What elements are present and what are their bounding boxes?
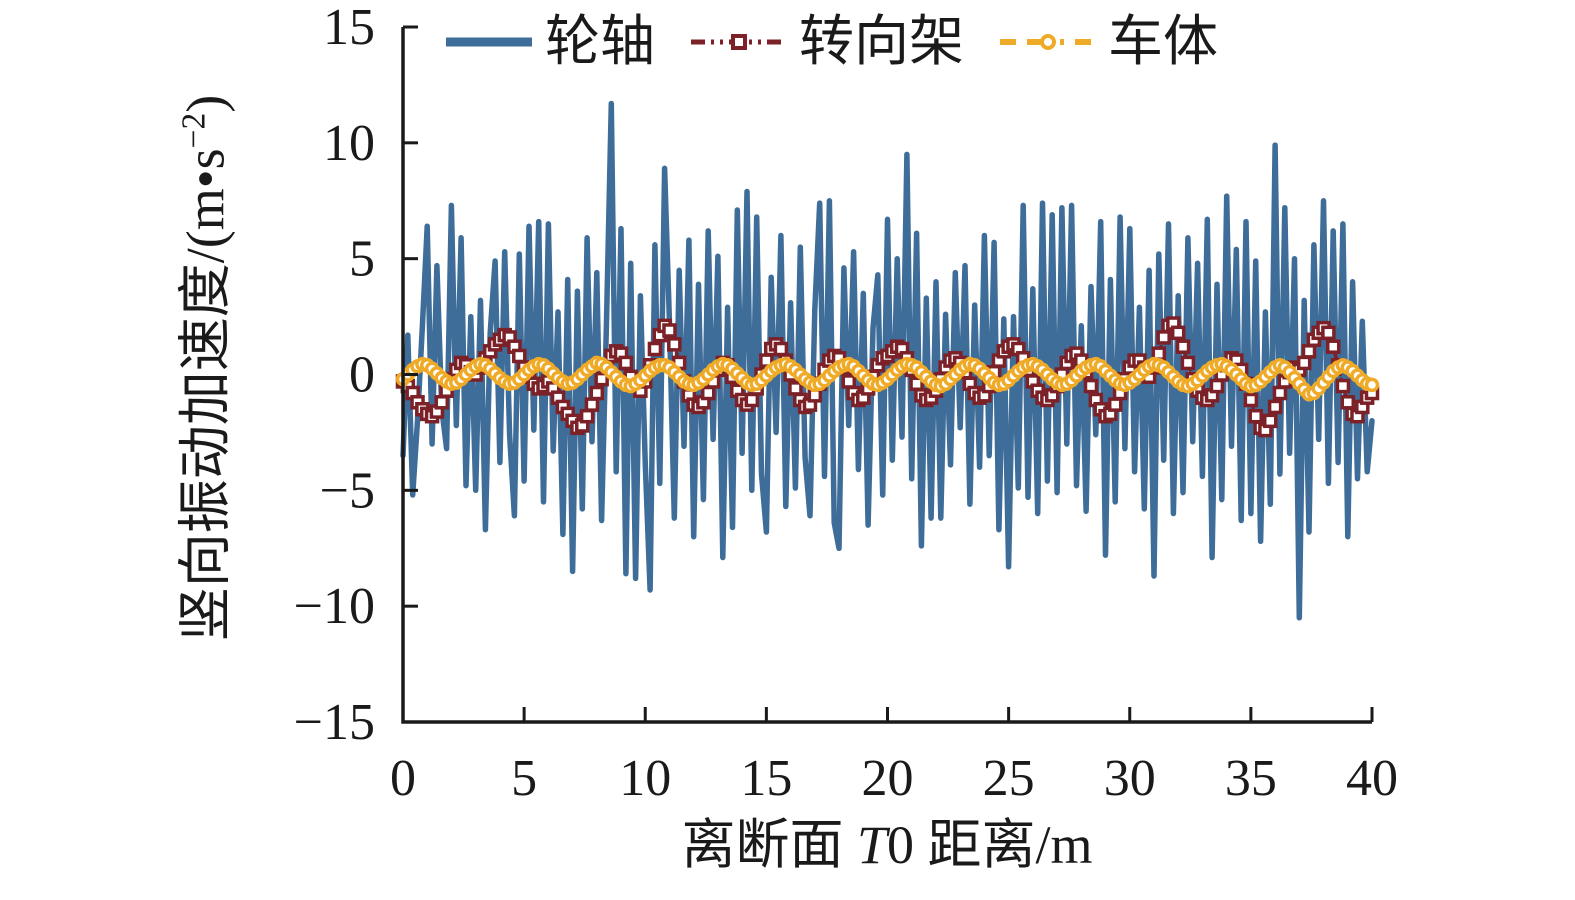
x-tick-label: 20: [862, 750, 914, 807]
x-axis-title-italic: T: [856, 815, 888, 875]
carbody-marker: [1364, 377, 1380, 393]
legend-label-wheelset: 轮轴: [545, 11, 656, 72]
bogie-line-swatch: [691, 33, 788, 50]
bogie-marker: [1180, 355, 1196, 371]
bogie-marker: [1107, 397, 1123, 412]
bogie-marker: [1175, 339, 1191, 354]
bogie-marker: [1083, 378, 1099, 394]
y-axis-title: 竖向振动加速度/(m•s−2): [175, 94, 236, 642]
bogie-marker: [1248, 408, 1263, 424]
x-tick-label: 15: [740, 750, 792, 807]
bogie-marker: [1243, 392, 1259, 408]
bogie-marker: [647, 341, 663, 357]
bogie-marker: [434, 395, 450, 410]
x-tick-label: 30: [1104, 750, 1156, 807]
bogie-marker: [1267, 399, 1283, 415]
bogie-marker: [1272, 385, 1288, 401]
bogie-marker: [584, 397, 600, 412]
legend: 轮轴 转向架 车体: [443, 14, 1218, 69]
wheelset-line-swatch: [446, 37, 532, 46]
bogie-marker: [1296, 355, 1312, 371]
y-tick-label: 10: [323, 115, 375, 172]
bogie-marker: [1335, 378, 1351, 394]
bogie-marker: [667, 337, 682, 352]
y-tick-label: 5: [349, 231, 375, 288]
x-axis-title: 离断面 T0 距离/m: [681, 818, 1092, 872]
bogie-marker: [512, 348, 527, 364]
bogie-marker: [1263, 413, 1278, 429]
y-tick-label: 0: [349, 347, 375, 404]
bogie-marker: [1340, 395, 1356, 410]
bogie-marker: [841, 374, 856, 389]
bogie-marker: [1325, 339, 1341, 354]
carbody-line-swatch: [1000, 33, 1097, 50]
bogie-marker: [744, 392, 760, 408]
y-tick-label: −5: [320, 462, 375, 519]
legend-label-bogie: 转向架: [799, 11, 965, 72]
bogie-marker: [1301, 344, 1317, 359]
x-tick-label: 5: [511, 750, 537, 807]
legend-item-carbody: 车体: [998, 14, 1218, 69]
bogie-marker: [1209, 378, 1225, 394]
bogie-marker: [773, 341, 789, 357]
bogie-marker: [662, 323, 677, 338]
x-tick-label: 10: [619, 750, 671, 807]
legend-label-carbody: 车体: [1108, 11, 1219, 72]
bogie-marker: [1321, 325, 1336, 341]
bogie-marker: [579, 408, 595, 424]
y-tick-label: 15: [323, 0, 375, 56]
x-tick-label: 35: [1225, 750, 1277, 807]
x-tick-label: 25: [983, 750, 1035, 807]
bogie-marker: [1156, 330, 1171, 345]
y-axis-title-close: ): [175, 94, 236, 113]
x-tick-label: 40: [1346, 750, 1398, 807]
x-axis-title-pre: 离断面: [681, 815, 857, 875]
bogie-marker: [618, 355, 634, 371]
wheelset-series-line: [400, 100, 1375, 621]
legend-item-bogie: 转向架: [689, 14, 964, 69]
y-tick-label: −15: [294, 694, 375, 751]
legend-item-wheelset: 轮轴: [443, 14, 655, 69]
bogie-marker: [594, 371, 609, 387]
y-tick-label: −10: [294, 578, 375, 635]
x-axis-title-post: 0 距离/m: [887, 815, 1093, 875]
bogie-marker: [700, 385, 716, 401]
bogie-marker: [589, 385, 605, 401]
bogie-marker: [788, 381, 803, 396]
y-axis-title-superscript: −2: [175, 112, 213, 149]
x-tick-label: 0: [390, 750, 416, 807]
bogie-marker: [1170, 325, 1186, 341]
y-axis-title-text: 竖向振动加速度/(m•s: [175, 148, 236, 642]
